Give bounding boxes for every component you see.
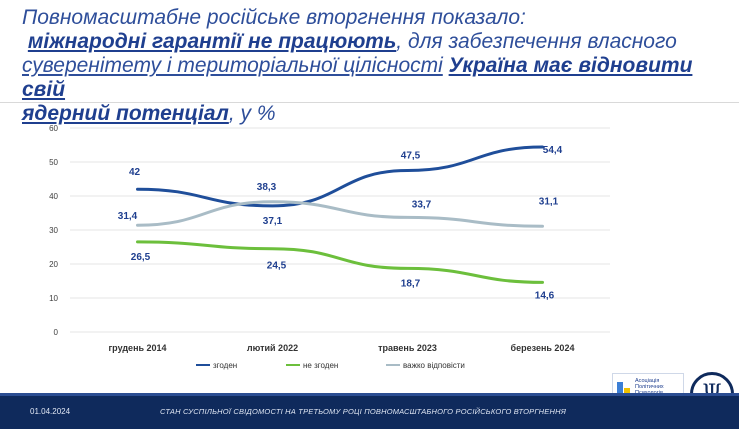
- data-label: 42: [129, 167, 141, 178]
- title-line-1: Повномасштабне російське вторгнення пока…: [22, 6, 526, 29]
- legend-label: не згоден: [303, 361, 338, 370]
- title-divider: [0, 102, 739, 103]
- x-tick-label: грудень 2014: [108, 343, 166, 353]
- x-tick-label: лютий 2022: [247, 343, 298, 353]
- y-tick-label: 20: [49, 260, 58, 269]
- title-highlight-guarantees: міжнародні гарантії не працюють: [27, 30, 397, 53]
- line-chart: 0 10 20 30 40 50 60 грудень 2014 лютий 2022 траве…: [49, 124, 610, 370]
- series-disagree-line: [136, 240, 544, 284]
- legend-label: згоден: [213, 361, 237, 370]
- y-tick-label: 60: [49, 124, 58, 133]
- footer-stripe: [0, 393, 739, 396]
- title-line-2: міжнародні гарантії не працюють, для заб…: [27, 30, 677, 53]
- data-label: 18,7: [401, 278, 421, 289]
- chart-title: Повномасштабне російське вторгнення пока…: [22, 6, 722, 126]
- data-label: 38,3: [257, 182, 277, 193]
- x-tick-label: травень 2023: [378, 343, 437, 353]
- y-tick-label: 30: [49, 226, 58, 235]
- y-tick-label: 10: [49, 294, 58, 303]
- footer-caption: СТАН СУСПІЛЬНОЇ СВІДОМОСТІ НА ТРЕТЬОМУ Р…: [160, 407, 567, 416]
- x-tick-label: березень 2024: [511, 343, 575, 353]
- series-agree-line: [136, 145, 544, 208]
- y-tick-label: 50: [49, 158, 58, 167]
- y-tick-label: 0: [54, 328, 59, 337]
- apu-logo-text-line: Асоціація: [635, 378, 660, 384]
- data-label: 47,5: [401, 151, 421, 162]
- series-hard-to-say-line: [136, 200, 544, 228]
- title-line-4: ядерний потенціал, у %: [22, 102, 276, 125]
- title-highlight-nuclear-1: Україна має відновити свій: [22, 54, 693, 101]
- y-tick-label: 40: [49, 192, 58, 201]
- title-line-3: суверенітету і територіальної цілісності…: [22, 54, 693, 101]
- data-label: 24,5: [267, 261, 287, 272]
- data-label: 37,1: [263, 216, 283, 227]
- data-label: 54,4: [543, 145, 563, 156]
- data-label: 14,6: [535, 290, 555, 301]
- apu-logo-text-line: Політичних: [635, 384, 664, 390]
- footer-bar: 01.04.2024 СТАН СУСПІЛЬНОЇ СВІДОМОСТІ НА…: [0, 393, 739, 429]
- data-label: 31,4: [118, 211, 138, 222]
- footer-date: 01.04.2024: [30, 407, 71, 416]
- title-highlight-nuclear-2: ядерний потенціал: [22, 102, 229, 125]
- data-label: 31,1: [539, 196, 559, 207]
- data-label: 33,7: [412, 199, 432, 210]
- data-label: 26,5: [131, 252, 151, 263]
- legend-label: важко відповісти: [403, 361, 465, 370]
